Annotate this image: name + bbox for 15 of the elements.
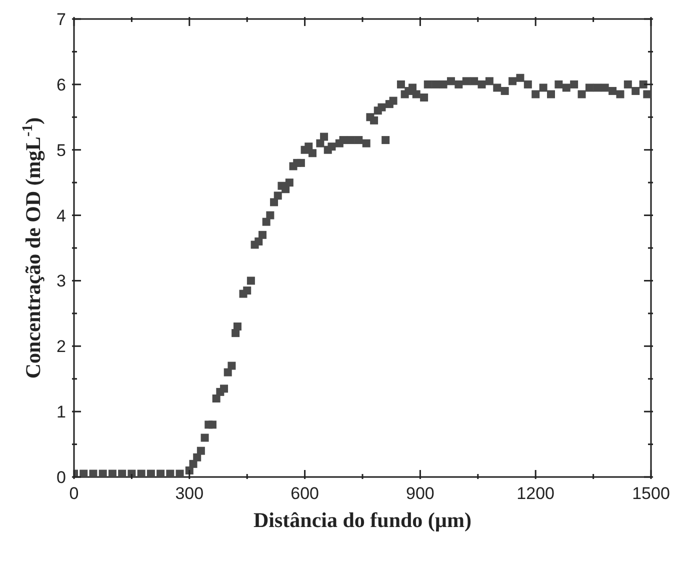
y-tick-label: 6 (56, 75, 66, 94)
x-tick-label: 1200 (516, 484, 555, 503)
x-tick-label: 300 (175, 484, 204, 503)
y-tick-label: 7 (56, 10, 66, 29)
y-tick-label: 0 (56, 468, 66, 487)
x-axis-title: Distância do fundo (µm) (253, 508, 472, 532)
y-tick-label: 3 (56, 272, 66, 291)
x-tick-label: 900 (406, 484, 434, 503)
x-tick-label: 600 (290, 484, 319, 503)
x-tick-label: 1500 (632, 484, 670, 503)
y-tick-label: 5 (56, 140, 66, 160)
y-tick-label: 1 (56, 402, 66, 422)
y-tick-label: 2 (56, 337, 66, 356)
y-tick-label: 4 (56, 206, 66, 226)
x-tick-label: 0 (69, 484, 79, 503)
